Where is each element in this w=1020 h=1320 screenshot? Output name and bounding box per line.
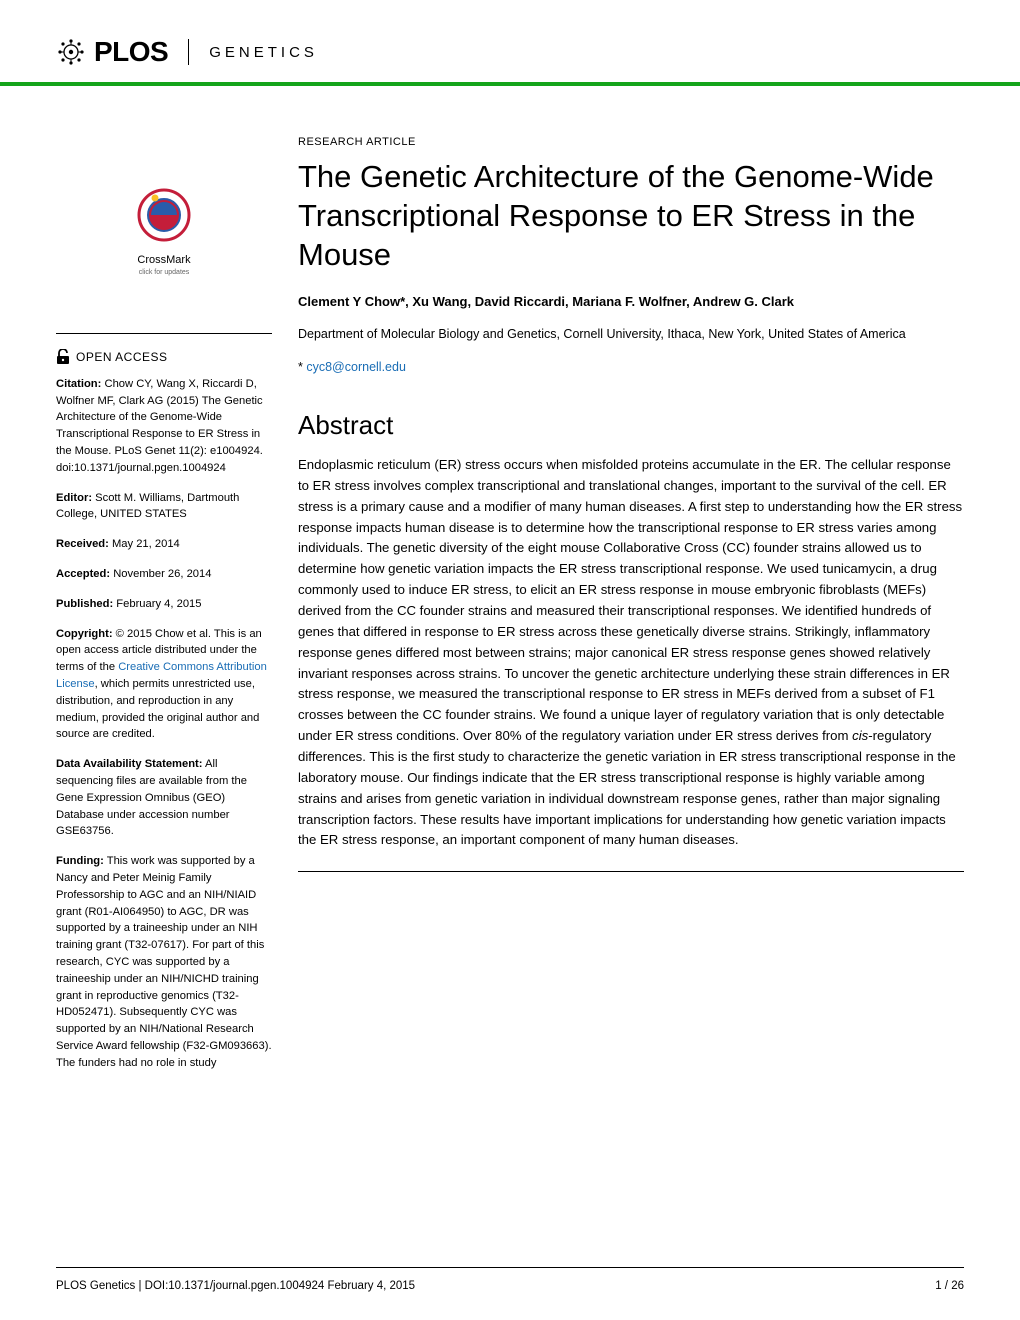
footer-right: 1 / 26 [935,1280,964,1292]
corresponding: * cyc8@cornell.edu [298,360,964,374]
editor-label: Editor: [56,492,92,504]
open-access-label: OPEN ACCESS [76,348,168,366]
page-footer: PLOS Genetics | DOI:10.1371/journal.pgen… [56,1267,964,1292]
funding-text: This work was supported by a Nancy and P… [56,855,272,1069]
footer-left: PLOS Genetics | DOI:10.1371/journal.pgen… [56,1280,415,1292]
accepted-text: November 26, 2014 [110,568,211,580]
journal-section: GENETICS [209,44,318,61]
crossmark-sublabel: click for updates [56,268,272,279]
authors: Clement Y Chow*, Xu Wang, David Riccardi… [298,294,964,309]
crossmark-icon [137,188,191,242]
accepted-block: Accepted: November 26, 2014 [56,566,272,583]
abstract-divider [298,871,964,872]
crossmark-label: CrossMark [56,252,272,269]
received-block: Received: May 21, 2014 [56,536,272,553]
received-label: Received: [56,538,109,550]
editor-block: Editor: Scott M. Williams, Dartmouth Col… [56,490,272,524]
abstract-heading: Abstract [298,410,964,441]
article-title: The Genetic Architecture of the Genome-W… [298,158,964,274]
abstract-text: Endoplasmic reticulum (ER) stress occurs… [298,455,964,851]
plos-logo: PLOS GENETICS [56,36,318,68]
copyright-label: Copyright: [56,628,113,640]
citation-block: Citation: Chow CY, Wang X, Riccardi D, W… [56,376,272,477]
accepted-label: Accepted: [56,568,110,580]
funding-label: Funding: [56,855,104,867]
published-text: February 4, 2015 [113,598,201,610]
plos-wordmark: PLOS [94,36,168,68]
data-availability-block: Data Availability Statement: All sequenc… [56,756,272,840]
sidebar: CrossMark click for updates OPEN ACCESS … [56,136,272,1084]
funding-block: Funding: This work was supported by a Na… [56,853,272,1071]
content-area: CrossMark click for updates OPEN ACCESS … [0,86,1020,1084]
plos-icon [56,37,86,67]
citation-label: Citation: [56,378,101,390]
citation-text: Chow CY, Wang X, Riccardi D, Wolfner MF,… [56,378,263,474]
published-label: Published: [56,598,113,610]
open-lock-icon [56,349,70,365]
journal-header: PLOS GENETICS [0,0,1020,86]
corresponding-mark: * [298,360,303,374]
article-type: RESEARCH ARTICLE [298,136,964,148]
received-text: May 21, 2014 [109,538,180,550]
open-access-badge: OPEN ACCESS [56,348,272,366]
data-label: Data Availability Statement: [56,758,203,770]
logo-divider [188,39,189,65]
main-column: RESEARCH ARTICLE The Genetic Architectur… [298,136,964,1084]
published-block: Published: February 4, 2015 [56,596,272,613]
sidebar-divider [56,333,272,334]
corresponding-email[interactable]: cyc8@cornell.edu [306,360,406,374]
crossmark-badge[interactable]: CrossMark click for updates [56,188,272,279]
affiliation: Department of Molecular Biology and Gene… [298,325,964,344]
copyright-block: Copyright: © 2015 Chow et al. This is an… [56,626,272,744]
